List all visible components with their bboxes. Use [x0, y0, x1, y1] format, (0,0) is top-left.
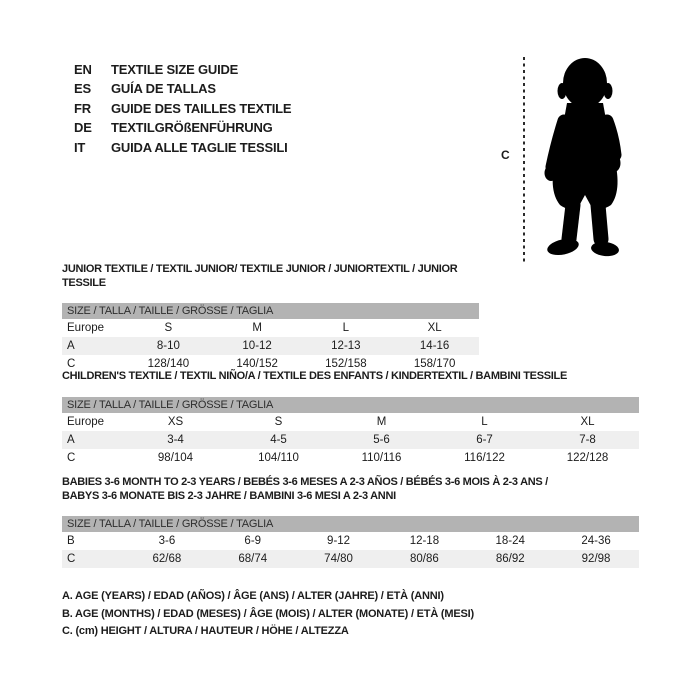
- cell: 12-13: [331, 340, 361, 352]
- cell: 128/140: [147, 358, 190, 370]
- height-marker-label: C: [501, 148, 510, 162]
- section-title: CHILDREN'S TEXTILE / TEXTIL NIÑO/A / TEX…: [62, 370, 639, 384]
- cell: 5-6: [373, 433, 390, 446]
- table-row-europe: Europe XS S M L XL: [62, 413, 639, 431]
- cell: 140/152: [236, 358, 278, 370]
- size-table-header: SIZE / TALLA / TAILLE / GRÖSSE / TAGLIA: [62, 303, 479, 319]
- cell: 8-10: [156, 340, 180, 352]
- lang-row-fr: FR GUIDE DES TAILLES TEXTILE: [74, 99, 292, 118]
- table-row-europe: Europe S M L XL: [62, 319, 479, 337]
- table-row-c: C 62/68 68/74 74/80 80/86 86/92 92/98: [62, 550, 639, 568]
- lang-label: GUÍA DE TALLAS: [111, 81, 216, 97]
- row-label: A: [67, 340, 75, 352]
- cell: 3-4: [167, 433, 184, 446]
- cell: 10-12: [242, 340, 272, 352]
- cell: XL: [580, 415, 595, 428]
- lang-label: GUIDA ALLE TAGLIE TESSILI: [111, 139, 288, 155]
- section-title-line: JUNIOR TEXTILE / TEXTIL JUNIOR/ TEXTILE …: [62, 263, 458, 289]
- language-guide: EN TEXTILE SIZE GUIDE ES GUÍA DE TALLAS …: [74, 60, 292, 157]
- row-label: C: [67, 553, 76, 565]
- lang-row-de: DE TEXTILGRÖßENFÜHRUNG: [74, 118, 291, 137]
- lang-code: FR: [74, 100, 91, 116]
- cell: 4-5: [270, 433, 287, 446]
- cell: 6-9: [244, 535, 262, 547]
- cell: 80/86: [410, 553, 439, 565]
- size-table-header: SIZE / TALLA / TAILLE / GRÖSSE / TAGLIA: [62, 516, 639, 532]
- cell: 104/110: [258, 451, 299, 464]
- section-title-line: CHILDREN'S TEXTILE / TEXTIL NIÑO/A / TEX…: [62, 370, 567, 382]
- cell: 110/116: [361, 451, 402, 464]
- footnote-c: C. (cm) HEIGHT / ALTURA / HAUTEUR / HÖHE…: [62, 625, 349, 637]
- cell: 152/158: [325, 358, 367, 370]
- cell: 18-24: [495, 535, 525, 547]
- lang-label: TEXTILGRÖßENFÜHRUNG: [111, 120, 273, 136]
- lang-row-it: IT GUIDA ALLE TAGLIE TESSILI: [74, 138, 291, 157]
- cell: M: [376, 415, 387, 428]
- section-title: BABIES 3-6 MONTH TO 2-3 YEARS / BEBÉS 3-…: [62, 476, 639, 503]
- height-measure-line: [523, 57, 525, 263]
- cell: 122/128: [566, 451, 609, 464]
- cell: L: [481, 415, 488, 428]
- cell: S: [274, 415, 283, 428]
- babies-textile-section: BABIES 3-6 MONTH TO 2-3 YEARS / BEBÉS 3-…: [62, 476, 639, 568]
- row-label: B: [67, 535, 75, 547]
- cell: 74/80: [324, 553, 353, 565]
- cell: 92/98: [581, 553, 611, 565]
- section-title-line: BABIES 3-6 MONTH TO 2-3 YEARS / BEBÉS 3-…: [62, 476, 548, 488]
- row-label: Europe: [67, 415, 105, 428]
- cell: 7-8: [579, 433, 596, 446]
- footnote-a: A. AGE (YEARS) / EDAD (AÑOS) / ÂGE (ANS)…: [62, 590, 444, 602]
- cell: 3-6: [158, 535, 176, 547]
- childrens-textile-section: CHILDREN'S TEXTILE / TEXTIL NIÑO/A / TEX…: [62, 370, 639, 467]
- cell: 98/104: [157, 451, 194, 464]
- lang-code: ES: [74, 81, 91, 97]
- row-label: C: [67, 451, 76, 464]
- childrens-size-table: SIZE / TALLA / TAILLE / GRÖSSE / TAGLIA …: [62, 396, 639, 467]
- cell: L: [342, 322, 350, 334]
- lang-label: GUIDE DES TAILLES TEXTILE: [111, 100, 292, 116]
- cell: 24-36: [581, 535, 611, 547]
- cell: M: [252, 322, 262, 334]
- section-title-line: BABYS 3-6 MONATE BIS 2-3 JAHRE / BAMBINI…: [62, 489, 396, 502]
- cell: 12-18: [409, 535, 440, 547]
- lang-row-en: EN TEXTILE SIZE GUIDE: [74, 60, 291, 79]
- row-label: C: [67, 358, 76, 370]
- cell: 68/74: [238, 553, 268, 565]
- cell: XS: [167, 415, 184, 428]
- cell: 86/92: [495, 553, 525, 565]
- cell: 158/170: [413, 358, 456, 370]
- baby-silhouette-icon: [544, 58, 622, 257]
- table-row-c: C 128/140 140/152 152/158 158/170: [62, 355, 479, 373]
- table-row-c: C 98/104 104/110 110/116 116/122 122/128: [62, 449, 639, 467]
- cell: 62/68: [152, 553, 182, 565]
- cell: 14-16: [419, 340, 450, 352]
- lang-code: IT: [74, 139, 86, 155]
- babies-size-table: SIZE / TALLA / TAILLE / GRÖSSE / TAGLIA …: [62, 516, 639, 568]
- row-label: A: [67, 433, 75, 446]
- footnotes: A. AGE (YEARS) / EDAD (AÑOS) / ÂGE (ANS)…: [62, 588, 474, 641]
- table-row-b: B 3-6 6-9 9-12 12-18 18-24 24-36: [62, 532, 639, 550]
- cell: 116/122: [464, 451, 505, 464]
- cell: S: [164, 322, 173, 334]
- cell: 9-12: [327, 535, 351, 547]
- lang-code: EN: [74, 62, 92, 77]
- section-title: JUNIOR TEXTILE / TEXTIL JUNIOR/ TEXTILE …: [62, 263, 479, 290]
- cell: XL: [427, 322, 442, 334]
- table-row-a: A 3-4 4-5 5-6 6-7 7-8: [62, 430, 639, 449]
- cell: 6-7: [476, 433, 493, 446]
- footnote-b: B. AGE (MONTHS) / EDAD (MESES) / ÂGE (MO…: [62, 607, 474, 620]
- row-label: Europe: [67, 322, 105, 334]
- size-table-header: SIZE / TALLA / TAILLE / GRÖSSE / TAGLIA: [62, 396, 639, 413]
- lang-row-es: ES GUÍA DE TALLAS: [74, 79, 291, 98]
- lang-label: TEXTILE SIZE GUIDE: [111, 62, 239, 77]
- junior-textile-section: JUNIOR TEXTILE / TEXTIL JUNIOR/ TEXTILE …: [62, 263, 479, 373]
- table-row-a: A 8-10 10-12 12-13 14-16: [62, 337, 479, 355]
- junior-size-table: SIZE / TALLA / TAILLE / GRÖSSE / TAGLIA …: [62, 303, 479, 373]
- lang-code: DE: [74, 120, 92, 136]
